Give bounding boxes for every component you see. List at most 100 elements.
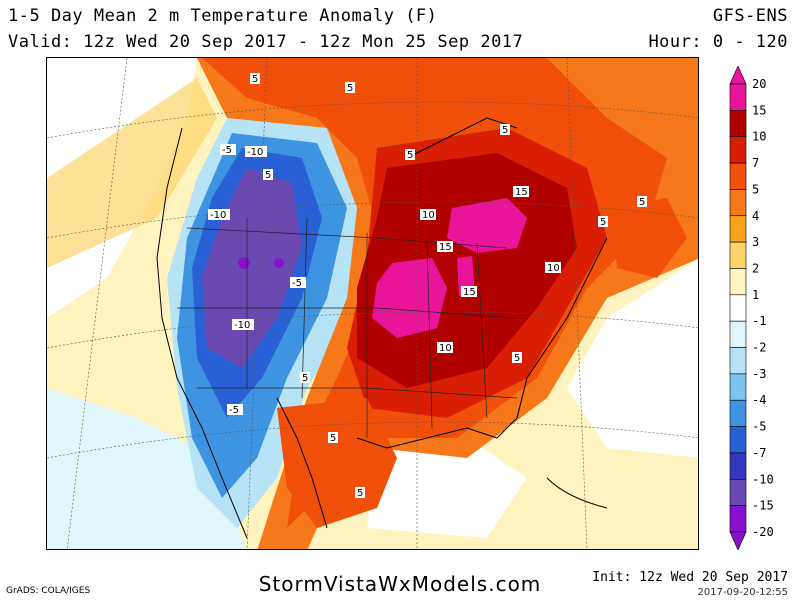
legend-label: 10 xyxy=(752,130,766,144)
init-time: Init: 12z Wed 20 Sep 2017 xyxy=(592,570,788,585)
contour-label: 10 xyxy=(439,343,452,354)
warm-atlantic-blob xyxy=(612,198,687,278)
cold-spot-minus15 xyxy=(238,257,250,269)
legend-arrow-bottom xyxy=(729,531,747,550)
contour-label: 5 xyxy=(302,373,308,384)
contour-label: 5 xyxy=(265,170,271,181)
contour-label: -5 xyxy=(229,405,239,416)
contour-label: 5 xyxy=(347,83,353,94)
legend-label: -4 xyxy=(752,393,766,407)
legend-swatch xyxy=(729,136,747,164)
contour-label-bg xyxy=(512,352,522,363)
neutral-gulf-area xyxy=(367,438,527,538)
contour-label-bg xyxy=(328,432,338,443)
contour-label: 10 xyxy=(422,210,435,221)
contour-label: 15 xyxy=(515,187,528,198)
legend-swatch xyxy=(729,320,747,348)
legend-swatch xyxy=(729,373,747,401)
legend-swatch xyxy=(729,162,747,190)
contour-label: 5 xyxy=(514,353,520,364)
contour-label-bg xyxy=(245,146,267,157)
model-name: GFS-ENS xyxy=(712,6,788,26)
contour-label: 15 xyxy=(463,287,476,298)
legend-swatch xyxy=(729,399,747,427)
timestamp: 2017-09-20-12:55 xyxy=(697,587,788,598)
coastlines xyxy=(156,117,608,539)
contour-label-bg xyxy=(345,82,355,93)
contour-label: 5 xyxy=(252,74,258,85)
legend-label: -15 xyxy=(752,499,774,513)
contour-label-bg xyxy=(355,487,365,498)
warm-area-plus15-north xyxy=(447,198,527,253)
contour-label: -5 xyxy=(292,278,302,289)
color-legend: 20 15 10 7 5 4 3 2 1 -1 -2 -3 -4 -5 -7 -10 -15 -20 xyxy=(729,66,774,550)
contour-label-bg xyxy=(208,209,230,220)
legend-swatch xyxy=(729,294,747,322)
legend-swatch xyxy=(729,215,747,243)
legend-label: -1 xyxy=(752,314,766,328)
legend-label: 7 xyxy=(752,156,759,170)
contour-label: -5 xyxy=(222,145,232,156)
contour-label: 5 xyxy=(357,488,363,499)
legend-label: -20 xyxy=(752,525,774,539)
contour-label: 5 xyxy=(639,197,645,208)
contour-label-bg xyxy=(232,319,254,330)
legend-label: -7 xyxy=(752,446,766,460)
contour-label-bg xyxy=(420,209,436,220)
legend-swatch xyxy=(729,268,747,296)
map-title: 1-5 Day Mean 2 m Temperature Anomaly (F) xyxy=(8,6,438,26)
legend-label: 2 xyxy=(752,261,759,275)
contour-label-bg xyxy=(461,286,477,297)
contour-label: 5 xyxy=(407,150,413,161)
contour-label-bg xyxy=(598,216,608,227)
legend-label: 5 xyxy=(752,182,759,196)
legend-swatch xyxy=(729,505,747,533)
contour-label: 15 xyxy=(439,242,452,253)
valid-period: Valid: 12z Wed 20 Sep 2017 - 12z Mon 25 … xyxy=(8,32,524,52)
legend-swatch xyxy=(729,83,747,111)
software-credit: GrADS: COLA/IGES xyxy=(6,586,91,596)
contour-label-bg xyxy=(513,186,529,197)
legend-arrow-top xyxy=(729,66,747,85)
contour-label-bg xyxy=(290,277,306,288)
legend-label: 15 xyxy=(752,103,766,117)
legend-label: -10 xyxy=(752,472,774,486)
contour-label: 5 xyxy=(502,125,508,136)
forecast-hours: Hour: 0 - 120 xyxy=(648,32,788,52)
website-link[interactable]: StormVistaWxModels.com xyxy=(258,572,542,596)
legend-label: -2 xyxy=(752,341,766,355)
contour-label: -10 xyxy=(247,147,263,158)
legend-swatch xyxy=(729,426,747,454)
contour-label-bg xyxy=(637,196,647,207)
legend-swatch xyxy=(729,347,747,375)
contour-label-bg xyxy=(300,372,310,383)
contour-label-bg xyxy=(227,404,243,415)
contour-label-bg xyxy=(437,241,453,252)
cool-southwest-pacific-area xyxy=(47,388,247,549)
cold-spot-minus15-b xyxy=(274,258,284,268)
warm-coast-band xyxy=(47,78,217,268)
legend-label: 3 xyxy=(752,235,759,249)
contour-label: 10 xyxy=(547,263,560,274)
contour-label-bg xyxy=(250,73,260,84)
contour-label-bg xyxy=(220,144,236,155)
contour-labels: 5 5 5 5 5 5 -5 -10 -10 -10 10 15 15 15 10 -5 -5 10 5 5 5 5 5 xyxy=(208,73,647,499)
temperature-anomaly-map: 5 5 5 5 5 5 -5 -10 -10 -10 10 15 15 15 10 -5 -5 10 5 5 5 5 5 xyxy=(46,57,699,550)
legend-label: 4 xyxy=(752,209,759,223)
contour-label-bg xyxy=(500,124,510,135)
contour-label-bg xyxy=(263,169,273,180)
contour-label: -10 xyxy=(234,320,250,331)
legend-swatch xyxy=(729,452,747,480)
legend-swatch xyxy=(729,189,747,217)
legend-label: -5 xyxy=(752,420,766,434)
legend-label: 1 xyxy=(752,288,759,302)
contour-label: 5 xyxy=(330,433,336,444)
legend-swatch xyxy=(729,110,747,138)
contour-label-bg xyxy=(545,262,561,273)
legend-label: -3 xyxy=(752,367,766,381)
contour-label-bg xyxy=(405,149,415,160)
legend-swatch xyxy=(729,478,747,506)
neutral-atlantic-area xyxy=(567,259,698,458)
contour-label-bg xyxy=(437,342,453,353)
contour-label: -10 xyxy=(210,210,226,221)
